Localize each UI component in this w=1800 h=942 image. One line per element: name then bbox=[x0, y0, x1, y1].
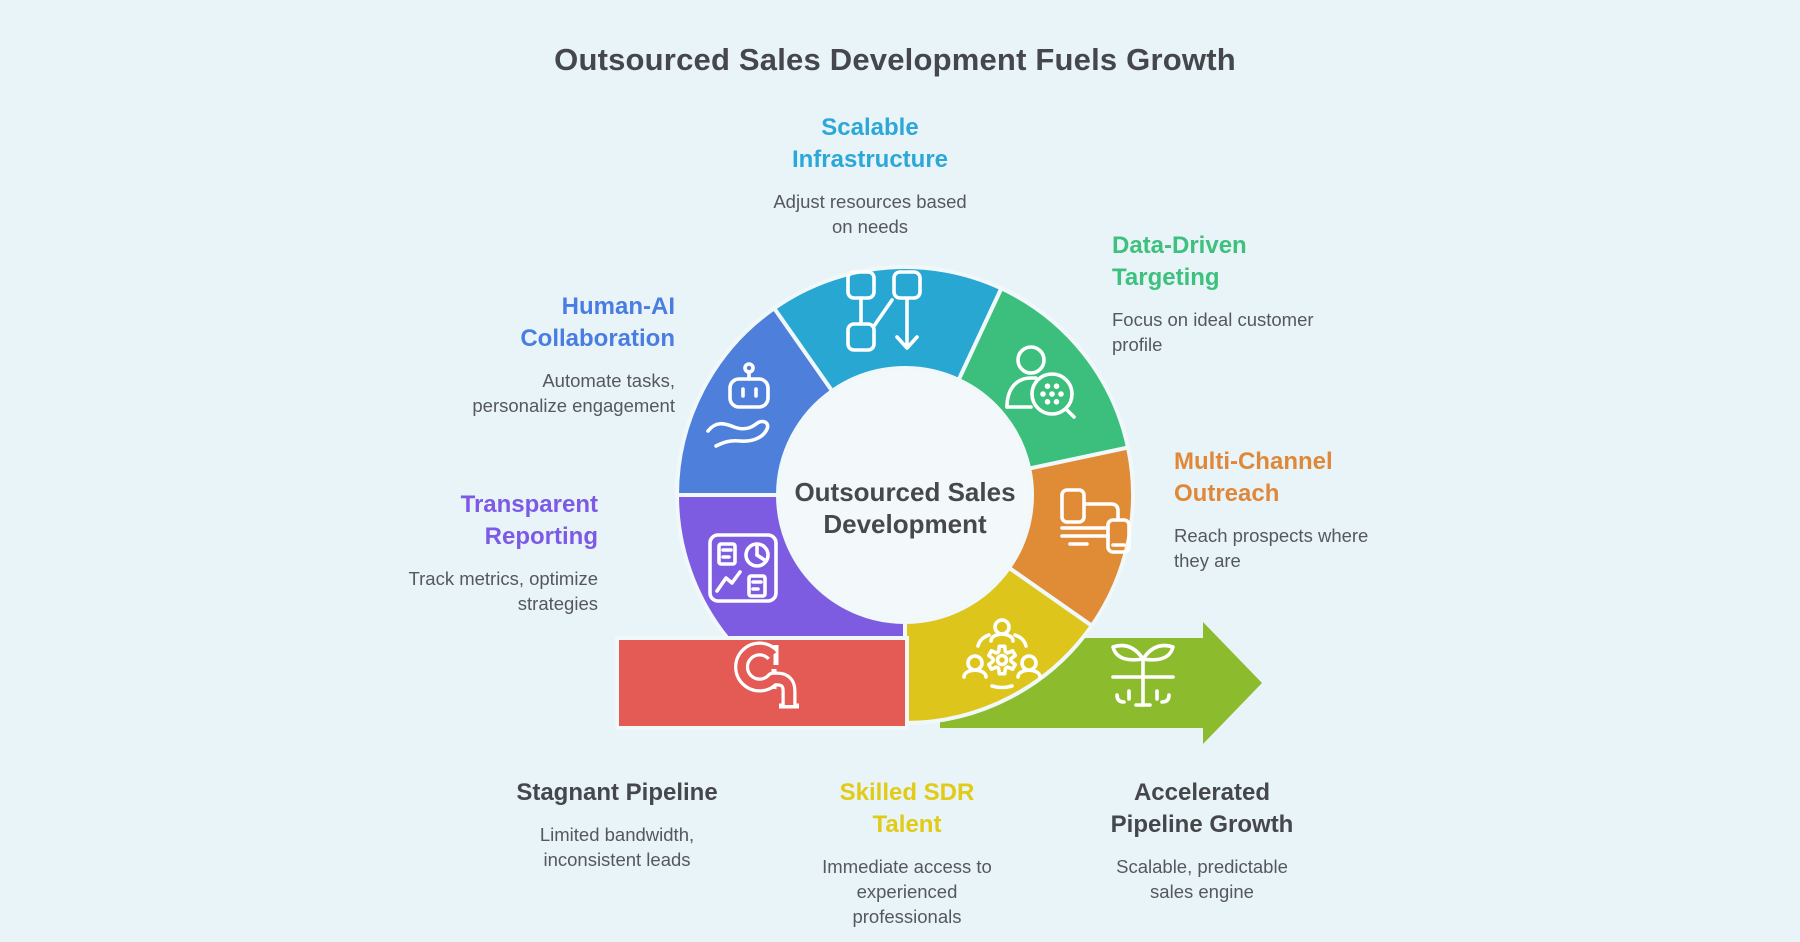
team-gear-icon bbox=[962, 618, 1042, 690]
label-description: Immediate access to experienced professi… bbox=[822, 856, 992, 927]
page-title: Outsourced Sales Development Fuels Growt… bbox=[554, 42, 1236, 77]
robot-hand-icon bbox=[706, 362, 770, 448]
wheel-segment-human-ai-collaboration bbox=[675, 306, 835, 497]
sprout-growth-icon bbox=[1111, 643, 1175, 707]
label-description: Focus on ideal customer profile bbox=[1112, 309, 1314, 355]
label-heading: Scalable Infrastructure bbox=[791, 114, 949, 173]
label-heading: Human-AI Collaboration bbox=[520, 293, 675, 352]
label-heading: Skilled SDR Talent bbox=[839, 779, 975, 838]
wheel-center-label: Outsourced Sales Development bbox=[794, 477, 1016, 539]
wheel-segment-scalable-infrastructure bbox=[772, 264, 1004, 393]
label-data-driven-targeting: Data-Driven Targeting Focus on ideal cus… bbox=[1112, 230, 1452, 357]
label-description: Adjust resources based on needs bbox=[773, 191, 967, 237]
pipeline-icon bbox=[734, 641, 799, 709]
label-description: Reach prospects where they are bbox=[1174, 525, 1369, 571]
label-heading: Stagnant Pipeline bbox=[516, 779, 718, 806]
label-skilled-sdr-talent: Skilled SDR Talent Immediate access to e… bbox=[727, 777, 1087, 929]
wheel-segment-data-driven-targeting bbox=[956, 286, 1131, 471]
flowchart-icon bbox=[846, 270, 922, 352]
wheel-hole bbox=[780, 370, 1030, 620]
label-multi-channel-outreach: Multi-Channel Outreach Reach prospects w… bbox=[1174, 446, 1534, 573]
label-description: Limited bandwidth, inconsistent leads bbox=[539, 824, 695, 870]
devices-icon bbox=[1060, 488, 1131, 554]
label-accelerated-pipeline-growth: Accelerated Pipeline Growth Scalable, pr… bbox=[1022, 777, 1382, 904]
person-target-icon bbox=[1005, 345, 1076, 419]
report-dashboard-icon bbox=[708, 533, 778, 603]
label-scalable-infrastructure: Scalable Infrastructure Adjust resources… bbox=[670, 112, 1070, 239]
label-heading: Data-Driven Targeting bbox=[1112, 232, 1247, 291]
label-description: Track metrics, optimize strategies bbox=[408, 568, 598, 614]
label-description: Scalable, predictable sales engine bbox=[1116, 856, 1288, 902]
label-heading: Transparent Reporting bbox=[460, 491, 598, 550]
label-human-ai-collaboration: Human-AI Collaboration Automate tasks, p… bbox=[355, 291, 675, 418]
label-stagnant-pipeline: Stagnant Pipeline Limited bandwidth, inc… bbox=[437, 777, 797, 872]
label-heading: Multi-Channel Outreach bbox=[1174, 448, 1333, 507]
label-transparent-reporting: Transparent Reporting Track metrics, opt… bbox=[278, 489, 598, 616]
label-heading: Accelerated Pipeline Growth bbox=[1110, 779, 1294, 838]
label-description: Automate tasks, personalize engagement bbox=[472, 370, 675, 416]
